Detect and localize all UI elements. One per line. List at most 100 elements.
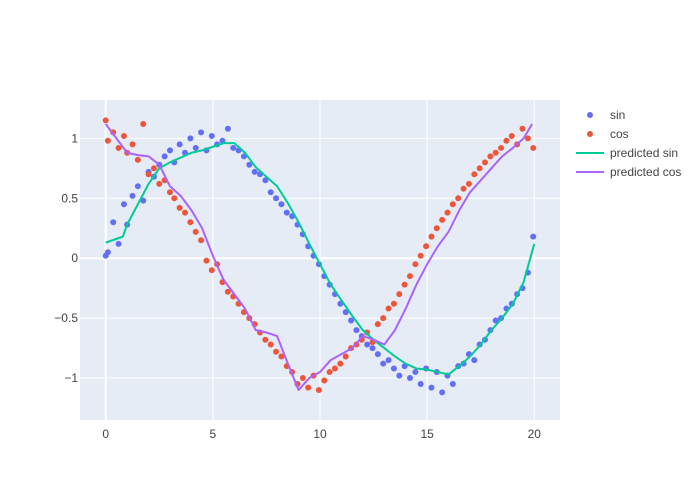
cos-point[interactable] [299, 375, 306, 382]
cos-point[interactable] [224, 288, 231, 295]
sin-point[interactable] [364, 341, 371, 348]
sin-point[interactable] [283, 209, 290, 216]
sin-point[interactable] [492, 317, 499, 324]
cos-point[interactable] [129, 141, 136, 148]
cos-point[interactable] [508, 132, 515, 139]
sin-point[interactable] [187, 135, 194, 142]
sin-point[interactable] [412, 369, 419, 376]
legend-item-predicted-sin[interactable]: predicted sin [576, 146, 678, 160]
sin-point[interactable] [129, 192, 136, 199]
sin-point[interactable] [385, 357, 392, 364]
sin-point[interactable] [134, 183, 141, 190]
cos-point[interactable] [326, 369, 333, 376]
cos-point[interactable] [198, 237, 205, 244]
sin-point[interactable] [449, 381, 456, 388]
sin-point[interactable] [176, 141, 183, 148]
cos-point[interactable] [380, 315, 387, 322]
cos-point[interactable] [455, 195, 462, 202]
sin-point[interactable] [167, 147, 173, 154]
cos-point[interactable] [321, 377, 328, 384]
cos-point[interactable] [465, 180, 472, 187]
cos-point[interactable] [487, 153, 494, 160]
cos-point[interactable] [140, 120, 147, 127]
cos-point[interactable] [524, 135, 531, 142]
sin-point[interactable] [120, 201, 127, 208]
sin-point[interactable] [428, 384, 435, 391]
sin-point[interactable] [369, 345, 376, 352]
cos-point[interactable] [503, 137, 510, 144]
cos-point[interactable] [519, 125, 526, 132]
sin-point[interactable] [192, 144, 199, 151]
sin-point[interactable] [390, 365, 397, 372]
legend-item-predicted-cos[interactable]: predicted cos [576, 165, 681, 179]
cos-point[interactable] [412, 261, 419, 268]
cos-point[interactable] [167, 189, 173, 196]
cos-point[interactable] [471, 171, 478, 178]
cos-point[interactable] [203, 257, 210, 264]
sin-point[interactable] [380, 360, 387, 367]
sin-point[interactable] [530, 233, 537, 240]
cos-point[interactable] [267, 341, 274, 348]
sin-point[interactable] [110, 219, 117, 226]
cos-point[interactable] [423, 243, 430, 250]
cos-point[interactable] [390, 300, 397, 307]
cos-point[interactable] [134, 156, 141, 163]
cos-point[interactable] [187, 219, 194, 226]
sin-point[interactable] [353, 327, 360, 334]
legend-item-sin[interactable]: sin [587, 108, 625, 122]
sin-point[interactable] [342, 309, 349, 316]
cos-point[interactable] [449, 201, 456, 208]
cos-point[interactable] [444, 209, 451, 216]
cos-point[interactable] [374, 321, 381, 328]
sin-point[interactable] [374, 351, 381, 358]
cos-point[interactable] [401, 281, 408, 288]
cos-point[interactable] [428, 233, 435, 240]
cos-point[interactable] [385, 305, 392, 312]
sin-point[interactable] [417, 381, 424, 388]
cos-point[interactable] [102, 117, 109, 124]
cos-point[interactable] [156, 180, 163, 187]
sin-point[interactable] [439, 389, 446, 396]
cos-point[interactable] [171, 195, 178, 202]
cos-point[interactable] [337, 360, 344, 367]
sin-point[interactable] [471, 357, 478, 364]
sin-point[interactable] [396, 372, 403, 379]
cos-point[interactable] [460, 185, 467, 192]
cos-point[interactable] [417, 252, 424, 259]
cos-point[interactable] [342, 353, 349, 360]
cos-point[interactable] [476, 165, 483, 172]
sin-point[interactable] [262, 177, 269, 184]
cos-point[interactable] [115, 144, 122, 151]
cos-point[interactable] [120, 132, 127, 139]
sin-point[interactable] [407, 375, 413, 382]
sin-point[interactable] [273, 195, 280, 202]
cos-point[interactable] [273, 348, 280, 355]
predicted-cos-line[interactable] [104, 123, 533, 392]
sin-point[interactable] [161, 153, 168, 160]
sin-point[interactable] [224, 125, 231, 132]
sin-point[interactable] [246, 161, 253, 168]
sin-point[interactable] [348, 317, 355, 324]
sin-point[interactable] [251, 168, 258, 175]
cos-point[interactable] [278, 353, 285, 360]
cos-point[interactable] [498, 144, 505, 151]
cos-point[interactable] [482, 159, 488, 166]
predicted-sin-line[interactable] [105, 142, 536, 376]
cos-point[interactable] [192, 228, 199, 235]
legend-item-cos[interactable]: cos [587, 127, 629, 141]
cos-point[interactable] [407, 273, 413, 280]
cos-point[interactable] [145, 171, 152, 178]
cos-point[interactable] [439, 216, 446, 223]
sin-point[interactable] [198, 129, 205, 136]
cos-point[interactable] [530, 144, 537, 151]
cos-point[interactable] [262, 336, 269, 343]
sin-point[interactable] [104, 249, 111, 256]
sin-point[interactable] [267, 189, 274, 196]
sin-point[interactable] [278, 201, 285, 208]
cos-point[interactable] [433, 225, 440, 232]
cos-point[interactable] [150, 165, 157, 172]
cos-point[interactable] [492, 149, 499, 156]
cos-point[interactable] [104, 137, 111, 144]
sin-point[interactable] [140, 197, 147, 204]
cos-point[interactable] [332, 365, 338, 372]
